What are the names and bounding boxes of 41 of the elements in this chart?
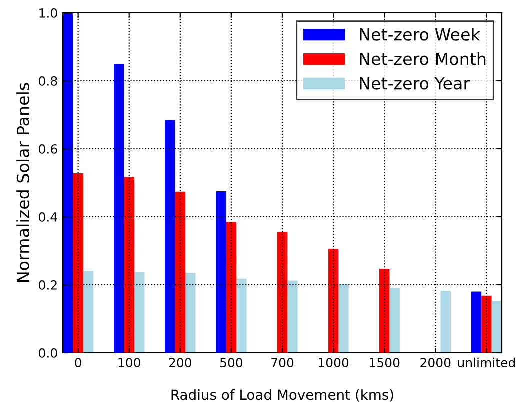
legend-label: Net-zero Year [360,77,470,90]
x-tick-label: 500 [220,358,243,368]
y-axis-title: Normalized Solar Panels [16,83,30,282]
x-tick-label: 1000 [319,358,349,368]
y-tick-label: 0.0 [39,348,58,358]
bar [165,120,176,353]
bar [134,272,145,353]
legend-label: Net-zero Week [360,28,480,41]
bar [226,222,237,353]
x-axis-title: Radius of Load Movement (kms) [172,389,394,402]
bar [482,296,492,353]
x-tick-label: 0 [75,358,82,368]
bar [328,248,339,353]
bar [492,300,502,353]
bar [390,288,400,353]
bar [124,177,134,353]
bar [338,284,349,353]
y-tick-label: 0.8 [39,76,58,86]
x-tick-label: 700 [272,358,294,368]
bar [186,273,196,353]
y-tick-label: 0.4 [39,212,58,222]
bar [216,192,226,353]
bar [288,280,298,353]
legend-label: Net-zero Month [360,52,486,66]
y-tick-label: 0.6 [39,144,58,154]
bar [175,192,186,353]
bar [114,64,124,353]
y-tick-label: 0.2 [39,280,57,290]
bar [471,292,482,353]
x-tick-label: 1500 [370,358,400,368]
y-tick-label: 1.0 [40,8,58,18]
bar [83,271,94,353]
x-tick-label: 2000 [420,358,451,368]
bar [236,278,247,353]
bar [277,232,288,353]
x-tick-label: unlimited [458,358,516,368]
bar [73,173,84,353]
bar [440,291,451,353]
x-tick-label: 200 [169,358,192,368]
bar [379,269,390,353]
x-tick-label: 100 [118,358,140,368]
